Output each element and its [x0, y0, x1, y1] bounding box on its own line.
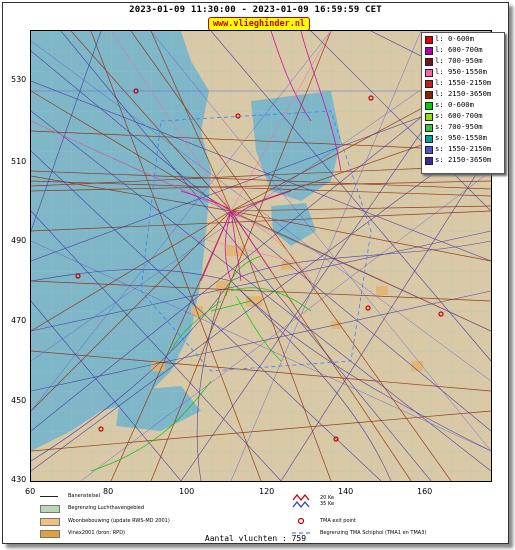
tma-exit-icon: [297, 517, 305, 525]
legend-item: l: 700-950m: [425, 56, 503, 67]
flight-tracks-green: [90, 255, 312, 472]
noise-contour-icon: [292, 494, 310, 508]
legend-swatch: [425, 47, 433, 55]
tma-border: [140, 110, 372, 372]
key-label: TMA exit point: [320, 518, 357, 524]
legend-swatch: [425, 146, 433, 154]
legend-swatch: [425, 80, 433, 88]
airport-boundary-swatch: [40, 505, 60, 513]
key-label: Vinex2001 (bron: RPD): [68, 530, 125, 536]
legend-item: s: 2150-3650m: [425, 155, 503, 166]
key-label: Begrenzing TMA Schiphol (TMA1 en TMA3): [320, 530, 427, 536]
legend-label: l: 600-700m: [435, 45, 483, 54]
legend-label: s: 600-700m: [435, 111, 483, 120]
legend-label: s: 950-1550m: [435, 133, 487, 142]
legend-item: s: 1550-2150m: [425, 144, 503, 155]
key-label: Banenstelsel: [68, 493, 101, 499]
key-label: Begrenzing Luchthavengebied: [68, 505, 145, 511]
tma-exit-points: [75, 88, 444, 442]
legend-item: s: 600-700m: [425, 111, 503, 122]
legend-item: s: 700-950m: [425, 122, 503, 133]
y-label-490: 490: [11, 236, 27, 245]
y-label-470: 470: [11, 316, 27, 325]
legend-swatch: [425, 135, 433, 143]
site-url-badge[interactable]: www.vlieghinder.nl: [208, 17, 310, 31]
flight-count: Aantal vluchten : 759: [204, 534, 307, 543]
legend-swatch: [425, 69, 433, 77]
chart-frame: 2023-01-09 11:30:00 - 2023-01-09 16:59:5…: [2, 2, 509, 544]
x-label-140: 140: [338, 487, 354, 496]
flight-tracks-dark-red: [31, 31, 491, 481]
legend-label: l: 950-1550m: [435, 67, 487, 76]
legend-item: l: 2150-3650m: [425, 89, 503, 100]
legend-label: s: 1550-2150m: [435, 144, 492, 153]
legend-swatch: [425, 102, 433, 110]
legend-label: l: 1550-2150m: [435, 78, 492, 87]
flight-track-map: [30, 30, 492, 482]
legend-label: s: 2150-3650m: [435, 155, 492, 164]
y-label-510: 510: [11, 157, 27, 166]
flight-tracks-purple: [31, 31, 491, 481]
x-label-60: 60: [25, 487, 36, 496]
legend-label: l: 0-600m: [435, 34, 474, 43]
legend-item: l: 950-1550m: [425, 67, 503, 78]
key-label: 20 Ke: [320, 495, 335, 501]
key-label: 35 Ke: [320, 501, 335, 507]
housing-swatch: [40, 518, 60, 526]
key-label: Woonbebouwing (update RWS-MD 2001): [68, 518, 170, 524]
y-label-430: 430: [11, 475, 27, 484]
runway-swatch: [40, 496, 58, 497]
legend-item: s: 950-1550m: [425, 133, 503, 144]
x-label-80: 80: [103, 487, 114, 496]
legend-label: l: 700-950m: [435, 56, 483, 65]
legend-swatch: [425, 58, 433, 66]
legend-swatch: [425, 157, 433, 165]
time-range-title: 2023-01-09 11:30:00 - 2023-01-09 16:59:5…: [129, 5, 382, 15]
flight-tracks-pink: [31, 31, 332, 282]
legend-label: s: 0-600m: [435, 100, 474, 109]
legend-swatch: [425, 124, 433, 132]
y-label-450: 450: [11, 396, 27, 405]
map-key: Banenstelsel Begrenzing Luchthavengebied…: [30, 492, 490, 542]
y-label-530: 530: [11, 75, 27, 84]
legend-item: l: 1550-2150m: [425, 78, 503, 89]
legend-swatch: [425, 113, 433, 121]
legend-item: l: 0-600m: [425, 34, 503, 45]
map-canvas: [31, 31, 491, 481]
flight-tracks-blue: [31, 31, 491, 481]
tma-border-icon: [292, 532, 312, 534]
altitude-legend: l: 0-600m l: 600-700m l: 700-950m l: 950…: [421, 32, 505, 174]
legend-item: l: 600-700m: [425, 45, 503, 56]
legend-item: s: 0-600m: [425, 100, 503, 111]
x-label-100: 100: [179, 487, 195, 496]
vinex-swatch: [40, 530, 60, 538]
x-label-160: 160: [417, 487, 433, 496]
legend-label: s: 700-950m: [435, 122, 483, 131]
legend-swatch: [425, 36, 433, 44]
legend-swatch: [425, 91, 433, 99]
key-noise-contours: 20 Ke 35 Ke: [292, 494, 342, 510]
x-label-120: 120: [259, 487, 275, 496]
legend-label: l: 2150-3650m: [435, 89, 492, 98]
